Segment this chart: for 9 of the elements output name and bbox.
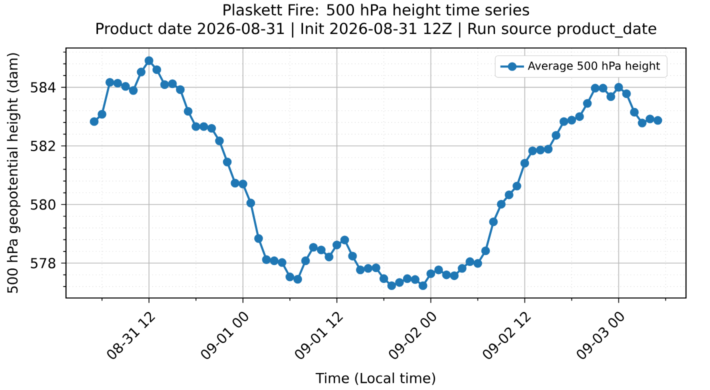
legend-label: Average 500 hPa height xyxy=(528,61,660,72)
y-tick-label: 578 xyxy=(30,258,56,268)
chart-subtitle: Product date 2026-08-31 | Init 2026-08-31 12Z | Run source product_date xyxy=(96,22,656,38)
y-tick-label: 582 xyxy=(30,140,55,152)
chart-title: Plaskett Fire: 500 hPa height time series xyxy=(224,4,530,18)
y-tick-label: 580 xyxy=(30,199,56,210)
y-axis-title: 500 hPa geopotential height (dam) xyxy=(6,53,20,293)
y-tick-label: 584 xyxy=(30,82,56,93)
x-axis-title: Time (Local time) xyxy=(316,372,436,385)
